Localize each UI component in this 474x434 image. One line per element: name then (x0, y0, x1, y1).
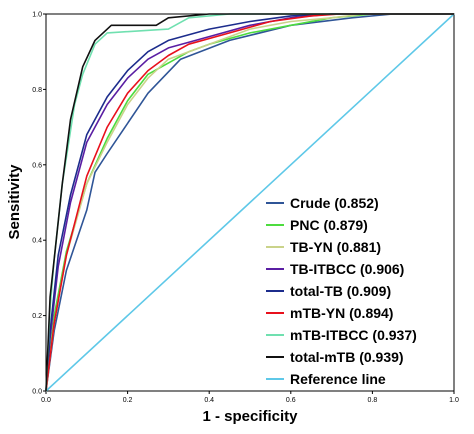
y-tick-label: 0.6 (32, 162, 42, 169)
legend-label: TB-YN (0.881) (290, 239, 381, 255)
series-line-total-mtb (45, 13, 454, 392)
legend-label: Reference line (290, 371, 386, 387)
series-line-reference-line (45, 13, 455, 392)
legend-label: mTB-ITBCC (0.937) (290, 327, 417, 343)
legend-label: total-mTB (0.939) (290, 349, 404, 365)
y-tick-label: 0.4 (32, 238, 42, 245)
legend: Crude (0.852) PNC (0.879) TB-YN (0.881) TB-… (266, 195, 417, 387)
legend-label: TB-ITBCC (0.906) (290, 261, 404, 277)
series-line-crude (45, 13, 454, 392)
y-tick-label: 1.0 (32, 12, 42, 19)
x-tick-label: 0.8 (368, 397, 378, 404)
series-line-mtb-yn (45, 13, 454, 392)
series-line-total-tb (45, 13, 454, 392)
y-axis-title: Sensitivity (6, 164, 23, 240)
y-tick-label: 0.2 (32, 313, 42, 320)
legend-label: Crude (0.852) (290, 195, 379, 211)
x-tick-label: 0.2 (123, 397, 133, 404)
x-axis-title: 1 - specificity (202, 408, 298, 425)
x-tick-label: 1.0 (449, 397, 459, 404)
legend-label: mTB-YN (0.894) (290, 305, 393, 321)
x-tick-label: 0.4 (204, 397, 214, 404)
x-tick-label: 0.6 (286, 397, 296, 404)
legend-label: total-TB (0.909) (290, 283, 391, 299)
series-layer (45, 13, 455, 392)
legend-label: PNC (0.879) (290, 217, 368, 233)
x-tick-label: 0.0 (41, 397, 51, 404)
y-tick-label: 0.0 (32, 389, 42, 396)
axes: 0.0 0.2 0.4 0.6 0.8 1.0 0.0 0.2 0.4 0.6 0.8 1.0 (32, 12, 459, 405)
y-tick-label: 0.8 (32, 87, 42, 94)
